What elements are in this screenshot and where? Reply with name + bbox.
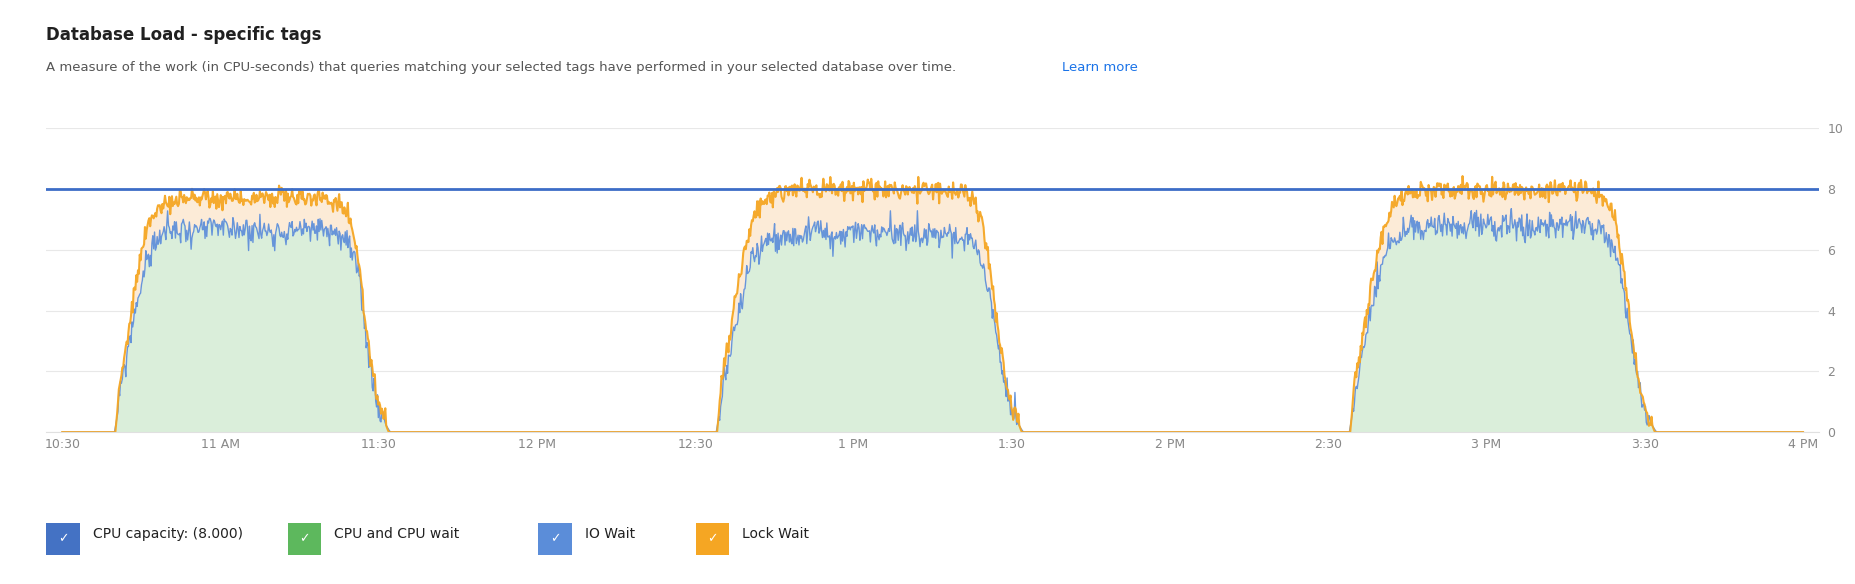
Text: Learn more: Learn more: [1061, 61, 1137, 74]
Text: ✓: ✓: [299, 532, 310, 545]
Text: CPU capacity: (8.000): CPU capacity: (8.000): [93, 527, 243, 541]
Text: ✓: ✓: [707, 532, 718, 545]
Text: ✓: ✓: [549, 532, 560, 545]
Text: ✓: ✓: [58, 532, 69, 545]
Text: Lock Wait: Lock Wait: [742, 527, 809, 541]
Text: A measure of the work (in CPU-seconds) that queries matching your selected tags : A measure of the work (in CPU-seconds) t…: [46, 61, 961, 74]
Text: CPU and CPU wait: CPU and CPU wait: [334, 527, 458, 541]
Text: Database Load - specific tags: Database Load - specific tags: [46, 26, 321, 44]
Text: IO Wait: IO Wait: [584, 527, 634, 541]
